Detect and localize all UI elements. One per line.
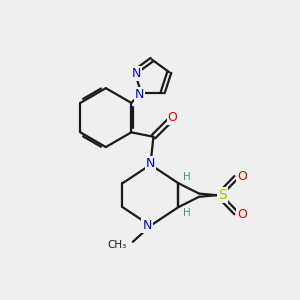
Text: N: N	[142, 219, 152, 232]
Text: O: O	[237, 169, 247, 183]
Text: N: N	[135, 88, 144, 100]
Text: O: O	[237, 208, 247, 221]
Text: O: O	[168, 111, 178, 124]
Text: N: N	[146, 157, 155, 170]
Text: H: H	[183, 172, 191, 182]
Text: N: N	[131, 67, 141, 80]
Text: S: S	[218, 188, 226, 202]
Text: CH₃: CH₃	[108, 240, 127, 250]
Text: H: H	[183, 208, 191, 218]
